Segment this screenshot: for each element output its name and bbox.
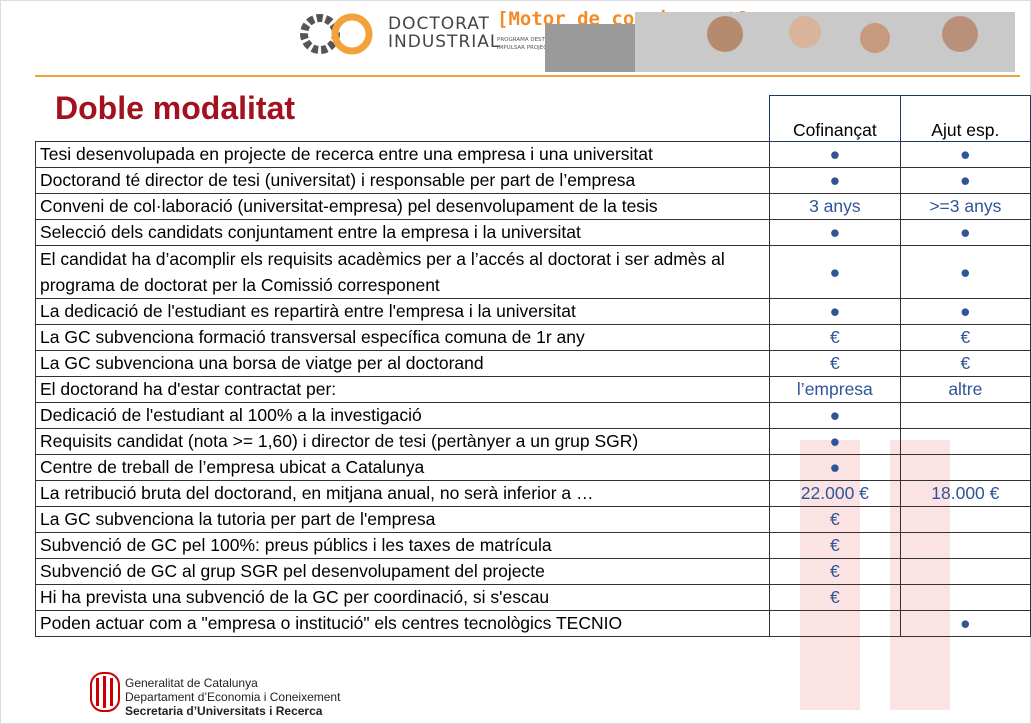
cell-value: 3 anys: [769, 193, 901, 220]
cell-value: ●: [769, 454, 901, 481]
row-label: Doctorand té director de tesi (universit…: [34, 167, 771, 194]
cell-value: [899, 454, 1031, 481]
table-row: El candidat ha d’acomplir els requisits …: [34, 245, 1031, 299]
row-label: Poden actuar com a "empresa o institució…: [34, 610, 771, 637]
table-row: Selecció dels candidats conjuntament ent…: [34, 219, 1031, 246]
table-row: Subvenció de GC pel 100%: preus públics …: [34, 532, 1031, 559]
cell-value: ●: [769, 167, 901, 194]
cell-value: ●: [769, 402, 901, 429]
cell-value: €: [899, 350, 1031, 377]
table-row: La GC subvenciona una borsa de viatge pe…: [34, 350, 1031, 377]
row-label: El candidat ha d’acomplir els requisits …: [34, 245, 771, 299]
cell-value: ●: [769, 298, 901, 325]
logo-text: INDUSTRIAL: [388, 32, 501, 52]
row-label: Subvenció de GC pel 100%: preus públics …: [34, 532, 771, 559]
cell-value: ●: [899, 245, 1031, 299]
cell-value: >=3 anys: [899, 193, 1031, 220]
row-label: Selecció dels candidats conjuntament ent…: [34, 219, 771, 246]
table-row: La GC subvenciona formació transversal e…: [34, 324, 1031, 351]
cell-value: €: [899, 324, 1031, 351]
cell-value: €: [769, 506, 901, 533]
header-rule: [35, 75, 1020, 77]
header-row: Cofinançat Ajut esp.: [35, 95, 1031, 142]
cell-value: [899, 428, 1031, 455]
cell-value: €: [769, 558, 901, 585]
footer-text: Secretaria d’Universitats i Recerca: [125, 704, 323, 718]
cell-value: [899, 558, 1031, 585]
row-label: Conveni de col·laboració (universitat-em…: [34, 193, 771, 220]
row-label: Requisits candidat (nota >= 1,60) i dire…: [34, 428, 771, 455]
cell-value: ●: [769, 245, 901, 299]
cell-value: ●: [899, 610, 1031, 637]
row-label: La GC subvenciona una borsa de viatge pe…: [34, 350, 771, 377]
cell-value: 18.000 €: [899, 480, 1031, 507]
logo-text: DOCTORAT: [388, 14, 490, 34]
cell-value: [899, 506, 1031, 533]
cell-value: 22.000 €: [769, 480, 901, 507]
comparison-table: Cofinançat Ajut esp. Tesi desenvolupada …: [34, 95, 1031, 637]
cell-value: [899, 532, 1031, 559]
table-row: Poden actuar com a "empresa o institució…: [34, 610, 1031, 637]
logo-icon: [300, 13, 373, 55]
cell-value: €: [769, 350, 901, 377]
row-label: La retribució bruta del doctorand, en mi…: [34, 480, 771, 507]
header-photos: [545, 12, 1015, 72]
cell-value: [899, 584, 1031, 611]
empty-header: [35, 95, 770, 142]
cell-value: €: [769, 584, 901, 611]
cell-value: l’empresa: [769, 376, 901, 403]
table-row: La GC subvenciona la tutoria per part de…: [34, 506, 1031, 533]
table-row: Doctorand té director de tesi (universit…: [34, 167, 1031, 194]
column-header: Ajut esp.: [899, 95, 1031, 142]
generalitat-logo: [90, 672, 120, 712]
table-row: Hi ha prevista una subvenció de la GC pe…: [34, 584, 1031, 611]
cell-value: ●: [899, 167, 1031, 194]
row-label: Subvenció de GC al grup SGR pel desenvol…: [34, 558, 771, 585]
table-row: El doctorand ha d'estar contractat per: l…: [34, 376, 1031, 403]
cell-value: altre: [899, 376, 1031, 403]
column-header: Cofinançat: [769, 95, 901, 142]
cell-value: [899, 402, 1031, 429]
cell-value: ●: [899, 298, 1031, 325]
cell-value: €: [769, 324, 901, 351]
cell-value: ●: [899, 219, 1031, 246]
row-label: El doctorand ha d'estar contractat per:: [34, 376, 771, 403]
cell-value: ●: [899, 141, 1031, 168]
row-label: Tesi desenvolupada en projecte de recerc…: [34, 141, 771, 168]
row-label: Dedicació de l'estudiant al 100% a la in…: [34, 402, 771, 429]
row-label: La GC subvenciona la tutoria per part de…: [34, 506, 771, 533]
row-label: Centre de treball de l’empresa ubicat a …: [34, 454, 771, 481]
row-label: La GC subvenciona formació transversal e…: [34, 324, 771, 351]
table-row: Centre de treball de l’empresa ubicat a …: [34, 454, 1031, 481]
table-row: La retribució bruta del doctorand, en mi…: [34, 480, 1031, 507]
cell-value: ●: [769, 219, 901, 246]
footer-text: Generalitat de Catalunya: [125, 676, 258, 690]
cell-value: ●: [769, 141, 901, 168]
cell-value: [769, 610, 901, 637]
table-row: Dedicació de l'estudiant al 100% a la in…: [34, 402, 1031, 429]
table-row: Requisits candidat (nota >= 1,60) i dire…: [34, 428, 1031, 455]
row-label: La dedicació de l'estudiant es repartirà…: [34, 298, 771, 325]
table-row: Tesi desenvolupada en projecte de recerc…: [34, 141, 1031, 168]
table-row: Conveni de col·laboració (universitat-em…: [34, 193, 1031, 220]
cell-value: €: [769, 532, 901, 559]
cell-value: ●: [769, 428, 901, 455]
footer-text: Departament d’Economia i Coneixement: [125, 690, 341, 704]
row-label: Hi ha prevista una subvenció de la GC pe…: [34, 584, 771, 611]
table-row: La dedicació de l'estudiant es repartirà…: [34, 298, 1031, 325]
table-row: Subvenció de GC al grup SGR pel desenvol…: [34, 558, 1031, 585]
